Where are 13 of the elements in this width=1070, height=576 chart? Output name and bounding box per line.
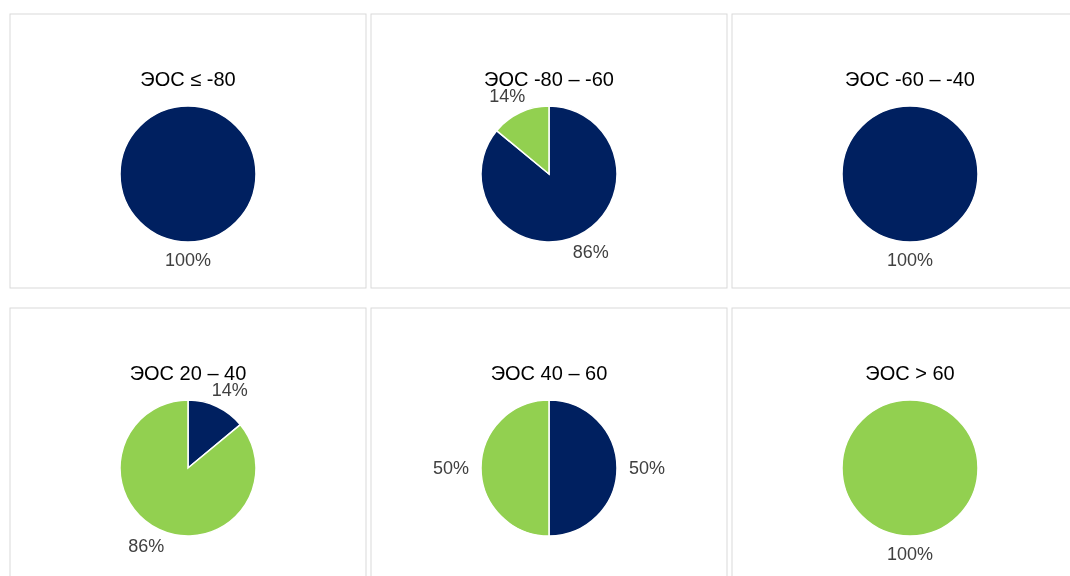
pie-slice — [480, 105, 618, 243]
data-label: 100% — [886, 544, 934, 564]
data-label: 100% — [164, 250, 212, 270]
chart-title: ЭОС -60 – -40 — [845, 68, 975, 90]
chart-title: ЭОС 40 – 60 — [490, 362, 608, 384]
data-label: 86% — [572, 241, 609, 262]
chart-title: ЭОС > 60 — [865, 362, 955, 384]
chart-title: ЭОС ≤ -80 — [140, 68, 236, 90]
data-label: 86% — [128, 535, 165, 556]
data-label: 100% — [886, 250, 934, 270]
data-label: 50% — [628, 458, 666, 478]
data-label: 50% — [432, 458, 470, 478]
pie-slice — [119, 399, 257, 537]
